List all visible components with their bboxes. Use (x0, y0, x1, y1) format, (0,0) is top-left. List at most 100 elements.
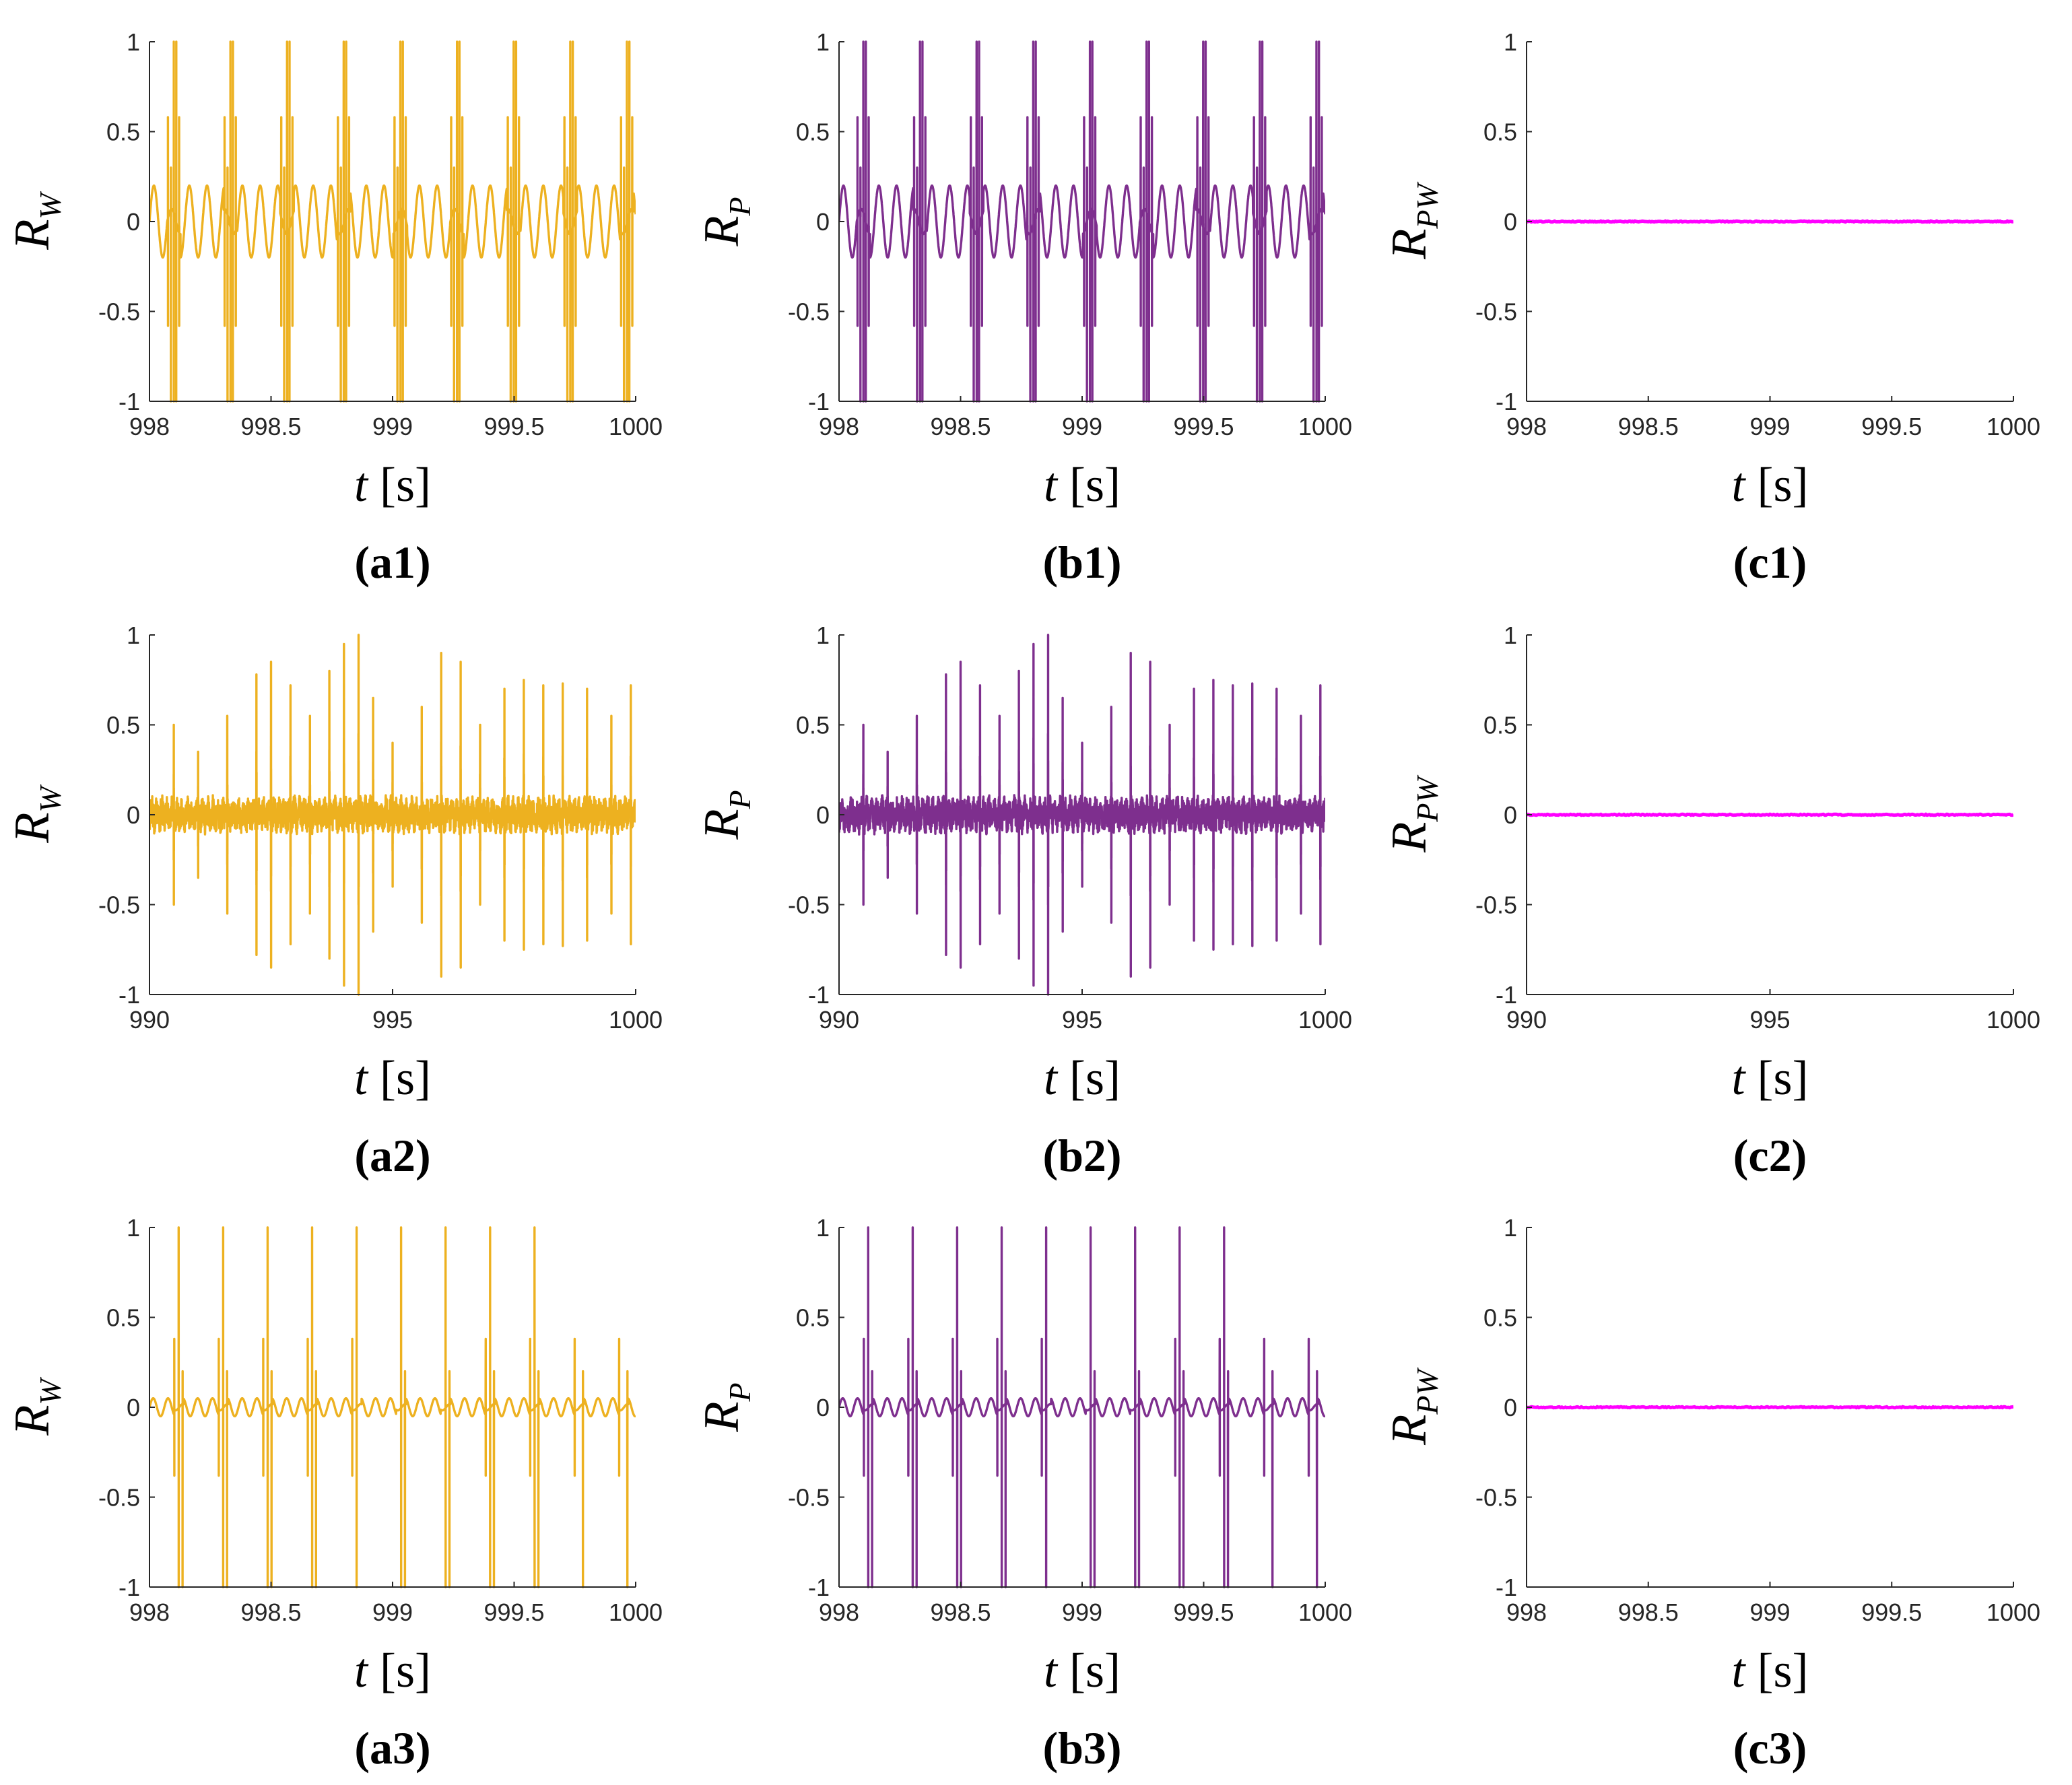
x-axis-label-unit: [s] (380, 458, 431, 512)
series-line-R_W (149, 40, 636, 403)
panel-caption: (c2) (1733, 1130, 1807, 1181)
x-tick-label: 999.5 (1861, 1598, 1922, 1626)
y-tick-label: 1 (1504, 1214, 1517, 1242)
y-axis-label-symbol: R (694, 215, 749, 246)
x-tick-label: 1000 (609, 1006, 663, 1034)
y-tick-label: 1 (1504, 28, 1517, 56)
panel-c2: -1 -0.5 0 0.5 1 990 995 1000 RPW t [s] (c2) (1382, 621, 2040, 1181)
y-axis-label-symbol: R (5, 1405, 60, 1436)
x-tick-label: 999 (372, 413, 413, 440)
x-axis-label: t [s] (354, 1644, 431, 1697)
panel-caption: (a2) (354, 1130, 430, 1181)
y-tick-label: 0.5 (106, 712, 140, 739)
x-axis-label: t [s] (1732, 458, 1809, 512)
y-tick-label: -1 (119, 388, 140, 415)
y-tick-label: -0.5 (788, 891, 830, 919)
y-axis-label-symbol: R (1382, 822, 1437, 853)
x-tick-label: 1000 (609, 413, 663, 440)
x-axis-label-variable: t (354, 1644, 380, 1697)
x-tick-label: 990 (819, 1006, 859, 1034)
x-axis-label-unit: [s] (1069, 458, 1121, 512)
y-tick-label: 1 (816, 28, 830, 56)
y-axis-label: RW (5, 191, 67, 250)
y-axis-label-subscript: PW (1410, 775, 1444, 823)
y-axis-label-symbol: R (1382, 229, 1437, 260)
y-tick-label: -1 (119, 981, 140, 1009)
y-tick-label: -0.5 (98, 1484, 140, 1512)
x-tick-label: 999 (1062, 413, 1102, 440)
x-axis-label-variable: t (1044, 1644, 1069, 1697)
x-tick-label: 998.5 (930, 1598, 991, 1626)
x-axis-label-unit: [s] (380, 1051, 431, 1105)
y-tick-label: -0.5 (98, 891, 140, 919)
y-tick-label: 0 (816, 1394, 830, 1421)
x-tick-label: 998 (819, 413, 859, 440)
y-axis-label: RPW (1382, 775, 1444, 853)
y-tick-label: -1 (808, 981, 830, 1009)
x-axis-label: t [s] (1044, 1051, 1121, 1105)
panel-caption: (c1) (1733, 537, 1807, 588)
y-axis-label-subscript: P (723, 197, 757, 216)
x-tick-label: 998 (819, 1598, 859, 1626)
y-tick-label: 0.5 (796, 1304, 830, 1332)
y-axis-label: RW (5, 784, 67, 844)
x-tick-label: 990 (129, 1006, 170, 1034)
y-axis-label-symbol: R (1382, 1415, 1437, 1446)
y-axis-label: RPW (1382, 1368, 1444, 1446)
x-tick-label: 1000 (1986, 413, 2040, 440)
y-tick-label: 0 (1504, 801, 1517, 829)
series-line-R_PW (1527, 219, 2013, 224)
x-tick-label: 998 (129, 1598, 170, 1626)
y-tick-label: 0 (127, 1394, 140, 1421)
panel-c1: -1 -0.5 0 0.5 1 998 998.5 999 999.5 1000 RPW t [s] (… (1382, 28, 2040, 588)
x-axis-label-variable: t (354, 1051, 380, 1105)
y-tick-label: 0 (816, 801, 830, 829)
x-axis-label-unit: [s] (1758, 458, 1809, 512)
y-tick-label: 0 (127, 801, 140, 829)
x-tick-label: 1000 (1298, 1598, 1352, 1626)
y-axis-label-subscript: PW (1410, 182, 1444, 230)
x-axis-label-variable: t (1732, 458, 1758, 512)
x-axis-label-unit: [s] (1069, 1051, 1121, 1105)
y-tick-label: -1 (1496, 1574, 1517, 1601)
y-tick-label: -1 (808, 388, 830, 415)
panel-caption: (b3) (1042, 1722, 1121, 1774)
series-line-R_PW (1527, 812, 2013, 817)
x-tick-label: 998 (1506, 413, 1547, 440)
x-axis-label-variable: t (1044, 1051, 1069, 1105)
x-axis-label-unit: [s] (1069, 1644, 1121, 1697)
series-line-R_P (839, 634, 1325, 996)
panel-caption: (a1) (354, 537, 430, 588)
x-axis-label: t [s] (1732, 1644, 1809, 1697)
x-axis-label: t [s] (354, 1051, 431, 1105)
y-tick-label: -0.5 (1475, 891, 1517, 919)
x-tick-label: 998.5 (930, 413, 991, 440)
y-tick-label: -0.5 (1475, 1484, 1517, 1512)
panel-caption: (a3) (354, 1722, 430, 1774)
y-tick-label: -1 (1496, 388, 1517, 415)
panel-caption: (b1) (1042, 537, 1121, 588)
x-tick-label: 999.5 (1173, 1598, 1234, 1626)
y-tick-label: 0 (816, 208, 830, 236)
y-tick-label: 0.5 (1483, 119, 1517, 146)
x-tick-label: 995 (1062, 1006, 1102, 1034)
y-tick-label: -0.5 (98, 298, 140, 326)
y-tick-label: 1 (127, 28, 140, 56)
y-tick-label: 1 (816, 1214, 830, 1242)
y-tick-label: -0.5 (788, 298, 830, 326)
x-tick-label: 1000 (1298, 413, 1352, 440)
y-axis-label-symbol: R (694, 1401, 749, 1432)
y-axis-label-subscript: W (33, 191, 67, 220)
y-tick-label: -0.5 (1475, 298, 1517, 326)
x-axis-label-unit: [s] (1758, 1644, 1809, 1697)
y-tick-label: 0.5 (106, 1304, 140, 1332)
y-axis-label: RP (694, 790, 757, 840)
x-axis-label-unit: [s] (380, 1644, 431, 1697)
x-tick-label: 998.5 (1618, 413, 1679, 440)
y-tick-label: -0.5 (788, 1484, 830, 1512)
